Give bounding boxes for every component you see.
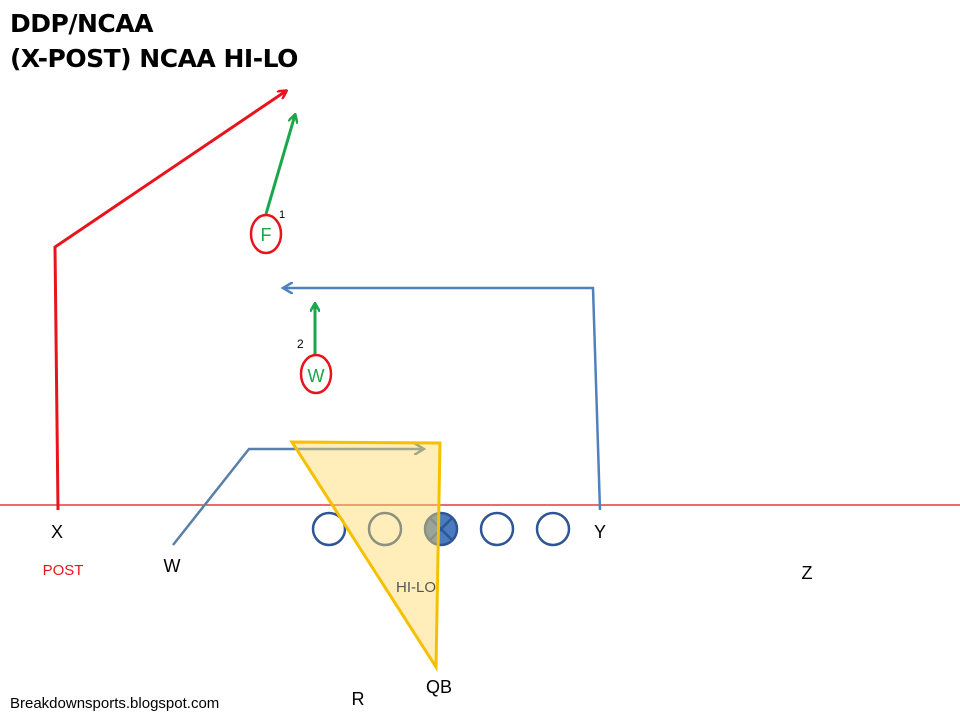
lineman: [367, 511, 403, 547]
hi-lo-triangle: [289, 440, 442, 672]
read-number-2: 2: [297, 337, 304, 351]
w-label: W: [164, 556, 181, 576]
x-label: X: [51, 522, 63, 542]
lineman: [535, 511, 571, 547]
lineman: [479, 511, 515, 547]
footer-credit: Breakdownsports.blogspot.com: [10, 695, 219, 712]
title-line-2: (X-POST) NCAA HI-LO: [10, 44, 298, 73]
qb-label: QB: [426, 677, 452, 697]
title-line-1: DDP/NCAA: [10, 9, 153, 38]
lineman: [311, 511, 347, 547]
offensive-line: [311, 511, 571, 547]
w-defender-label: W: [308, 366, 325, 386]
y-route: [284, 288, 602, 511]
hi-lo-label: HI-LO: [396, 579, 436, 596]
r-label: R: [352, 689, 365, 709]
f-defender-label: F: [261, 225, 272, 245]
w-defender-circle: [299, 353, 333, 395]
center-x-mark: [429, 517, 453, 541]
f-defender-route: [264, 115, 295, 215]
f-defender-circle: [249, 213, 283, 255]
y-label: Y: [594, 522, 606, 542]
w-route: [172, 449, 423, 546]
play-title: DDP/NCAA (X-POST) NCAA HI-LO: [10, 6, 298, 76]
read-number-1: 1: [279, 209, 285, 221]
x-post-route: [53, 91, 286, 511]
post-label: POST: [43, 562, 84, 579]
z-label: Z: [802, 563, 813, 583]
